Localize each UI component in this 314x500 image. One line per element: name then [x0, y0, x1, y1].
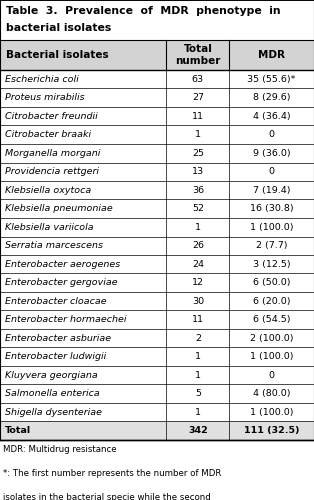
Text: 36: 36	[192, 186, 204, 194]
Text: 1: 1	[195, 370, 201, 380]
Bar	[0, 348, 314, 366]
Bar	[0, 0, 314, 40]
Text: 1: 1	[195, 222, 201, 232]
Text: Table  3.  Prevalence  of  MDR  phenotype  in: Table 3. Prevalence of MDR phenotype in	[6, 6, 281, 16]
Text: Enterobacter cloacae: Enterobacter cloacae	[5, 296, 106, 306]
Bar	[0, 403, 314, 421]
Text: 8 (29.6): 8 (29.6)	[253, 93, 290, 102]
Text: Enterobacter aerogenes: Enterobacter aerogenes	[5, 260, 120, 268]
Text: Total: Total	[5, 426, 31, 435]
Text: Klebsiella oxytoca: Klebsiella oxytoca	[5, 186, 91, 194]
Bar	[0, 218, 314, 236]
Text: 11: 11	[192, 112, 204, 120]
Text: Klebsiella variicola: Klebsiella variicola	[5, 222, 93, 232]
Text: 9 (36.0): 9 (36.0)	[253, 149, 290, 158]
Text: 24: 24	[192, 260, 204, 268]
Text: Enterobacter ludwigii: Enterobacter ludwigii	[5, 352, 106, 361]
Text: 6 (50.0): 6 (50.0)	[253, 278, 290, 287]
Text: 5: 5	[195, 389, 201, 398]
Text: 3 (12.5): 3 (12.5)	[253, 260, 290, 268]
Bar	[0, 144, 314, 163]
Text: MDR: MDR	[258, 50, 285, 60]
Text: 6 (54.5): 6 (54.5)	[253, 315, 290, 324]
Text: 2 (7.7): 2 (7.7)	[256, 241, 287, 250]
Bar	[0, 70, 314, 88]
Text: 1 (100.0): 1 (100.0)	[250, 408, 293, 416]
Text: bacterial isolates: bacterial isolates	[6, 23, 111, 33]
Text: Proteus mirabilis: Proteus mirabilis	[5, 93, 84, 102]
Text: 1 (100.0): 1 (100.0)	[250, 352, 293, 361]
Bar	[0, 329, 314, 347]
Text: 0: 0	[268, 167, 275, 176]
Text: Klebsiella pneumoniae: Klebsiella pneumoniae	[5, 204, 112, 213]
Bar	[0, 255, 314, 274]
Text: Serratia marcescens: Serratia marcescens	[5, 241, 103, 250]
Text: 6 (20.0): 6 (20.0)	[253, 296, 290, 306]
Text: 25: 25	[192, 149, 204, 158]
Bar	[0, 384, 314, 403]
Text: Salmonella enterica: Salmonella enterica	[5, 389, 100, 398]
Bar	[0, 292, 314, 310]
Bar	[0, 310, 314, 329]
Text: 11: 11	[192, 315, 204, 324]
Text: Enterobacter hormaechei: Enterobacter hormaechei	[5, 315, 126, 324]
Text: 30: 30	[192, 296, 204, 306]
Text: Citrobacter braaki: Citrobacter braaki	[5, 130, 91, 139]
Text: 0: 0	[268, 370, 275, 380]
Text: Citrobacter freundii: Citrobacter freundii	[5, 112, 97, 120]
Text: Enterobacter asburiae: Enterobacter asburiae	[5, 334, 111, 342]
Text: 0: 0	[268, 130, 275, 139]
Text: 13: 13	[192, 167, 204, 176]
Text: 4 (80.0): 4 (80.0)	[253, 389, 290, 398]
Bar	[0, 200, 314, 218]
Text: Morganella morgani: Morganella morgani	[5, 149, 100, 158]
Text: isolates in the bacterial specie while the second: isolates in the bacterial specie while t…	[3, 493, 211, 500]
Bar	[0, 366, 314, 384]
Text: 342: 342	[188, 426, 208, 435]
Bar	[0, 88, 314, 107]
Bar	[0, 422, 314, 440]
Text: Total: Total	[183, 44, 212, 54]
Text: 1 (100.0): 1 (100.0)	[250, 222, 293, 232]
Text: 16 (30.8): 16 (30.8)	[250, 204, 293, 213]
Text: Escherichia coli: Escherichia coli	[5, 74, 78, 84]
Text: MDR: Multidrug resistance: MDR: Multidrug resistance	[3, 445, 117, 454]
Text: Providencia rettgeri: Providencia rettgeri	[5, 167, 99, 176]
Text: 1: 1	[195, 408, 201, 416]
Text: *: The first number represents the number of MDR: *: The first number represents the numbe…	[3, 469, 221, 478]
Text: 1: 1	[195, 352, 201, 361]
Bar	[0, 181, 314, 200]
Text: Kluyvera georgiana: Kluyvera georgiana	[5, 370, 97, 380]
Bar	[0, 162, 314, 181]
Text: 63: 63	[192, 74, 204, 84]
Text: 1: 1	[195, 130, 201, 139]
Text: number: number	[175, 56, 220, 66]
Text: 7 (19.4): 7 (19.4)	[253, 186, 290, 194]
Text: Enterobacter gergoviae: Enterobacter gergoviae	[5, 278, 117, 287]
Bar	[0, 126, 314, 144]
Bar	[0, 107, 314, 126]
Text: 2 (100.0): 2 (100.0)	[250, 334, 293, 342]
Text: 111 (32.5): 111 (32.5)	[244, 426, 299, 435]
Text: 12: 12	[192, 278, 204, 287]
Text: 26: 26	[192, 241, 204, 250]
Text: 52: 52	[192, 204, 204, 213]
Text: Bacterial isolates: Bacterial isolates	[6, 50, 109, 60]
Text: Shigella dysenteriae: Shigella dysenteriae	[5, 408, 102, 416]
Bar	[0, 236, 314, 255]
Bar	[0, 274, 314, 292]
Bar	[0, 40, 314, 70]
Text: 4 (36.4): 4 (36.4)	[253, 112, 290, 120]
Text: 2: 2	[195, 334, 201, 342]
Text: 27: 27	[192, 93, 204, 102]
Text: 35 (55.6)*: 35 (55.6)*	[247, 74, 296, 84]
